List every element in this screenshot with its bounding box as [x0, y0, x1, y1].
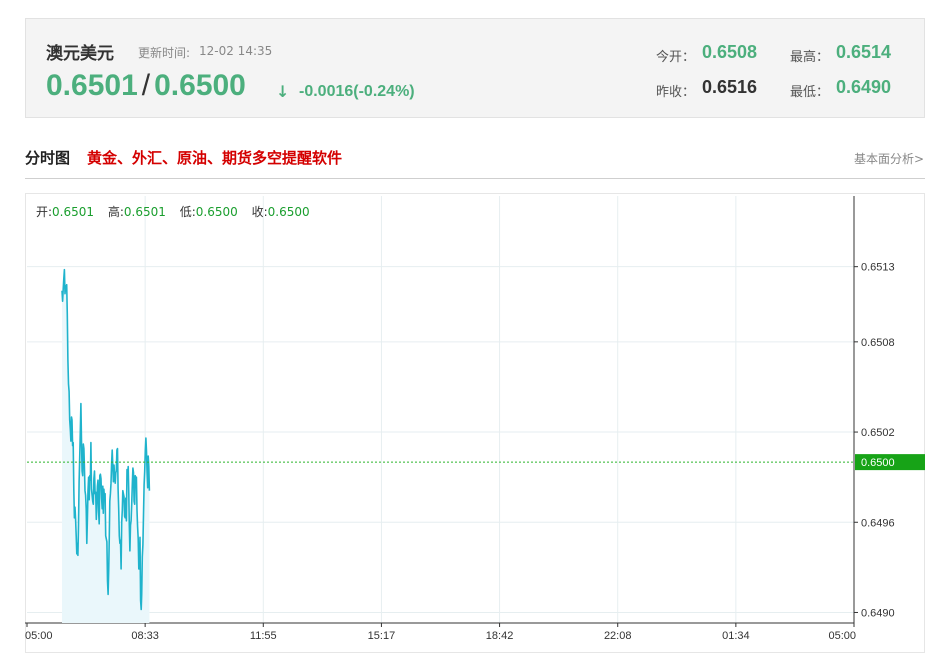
high-value: 0.6514	[836, 42, 892, 62]
x-tick-label: 15:17	[368, 630, 396, 642]
x-tick-label: 05:00	[25, 630, 53, 642]
open-label: 今开：	[656, 50, 696, 65]
section-title: 分时图	[25, 149, 71, 167]
ohlc-close-label: 收:	[251, 205, 268, 219]
ohlc-open-value: 0.6501	[52, 205, 95, 219]
open-value: 0.6508	[702, 42, 758, 62]
x-tick-label: 08:33	[131, 630, 159, 642]
low-label: 最低：	[790, 85, 830, 100]
ask-price: 0.6500	[154, 69, 246, 102]
current-price-tag	[855, 454, 925, 471]
ohlc-high-label: 高:	[107, 205, 124, 219]
promo-link[interactable]: 黄金、外汇、原油、期货多空提醒软件	[87, 149, 343, 167]
updated-time: 12-02 14:35	[199, 44, 273, 58]
y-tick-label: 0.6513	[861, 262, 895, 274]
ohlc-low-label: 低:	[179, 205, 196, 219]
fundamental-analysis-link[interactable]: 基本面分析>	[853, 152, 924, 166]
price-change: -0.0016(-0.24%)	[299, 83, 415, 100]
high-label: 最高：	[790, 50, 830, 65]
down-arrow-icon: ↓	[276, 82, 290, 101]
y-tick-label: 0.6502	[861, 427, 895, 439]
current-price-label: 0.6500	[861, 457, 895, 469]
section-divider	[25, 178, 925, 179]
chart-frame	[25, 193, 925, 653]
x-tick-label: 22:08	[604, 630, 632, 642]
x-tick-label: 01:34	[722, 630, 750, 642]
price-separator: /	[141, 69, 151, 102]
x-tick-label: 05:00	[828, 630, 856, 642]
y-tick-label: 0.6508	[861, 337, 895, 349]
ohlc-close-value: 0.6500	[267, 205, 310, 219]
price-line	[61, 268, 151, 611]
bid-price: 0.6501	[46, 69, 138, 102]
updated-label: 更新时间:	[138, 46, 191, 60]
instrument-name: 澳元美元	[46, 44, 114, 64]
x-tick-label: 11:55	[250, 630, 277, 642]
low-value: 0.6490	[836, 77, 892, 97]
x-tick-label: 18:42	[486, 630, 514, 642]
ohlc-high-value: 0.6501	[123, 205, 166, 219]
price-area	[62, 269, 150, 623]
ohlc-open-label: 开:	[36, 205, 53, 219]
prev-close-label: 昨收：	[656, 85, 696, 100]
ohlc-low-value: 0.6500	[195, 205, 238, 219]
price-display: 0.6501/0.6500	[46, 69, 246, 103]
prev-close-value: 0.6516	[702, 77, 758, 97]
y-tick-label: 0.6496	[861, 517, 895, 529]
quote-panel: 澳元美元 更新时间: 12-02 14:35 0.6501/0.6500 ↓ -…	[25, 18, 925, 118]
y-tick-label: 0.6490	[861, 607, 895, 619]
ohlc-readout: 开:0.6501 高:0.6501 低:0.6500 收:0.6500	[36, 203, 320, 220]
